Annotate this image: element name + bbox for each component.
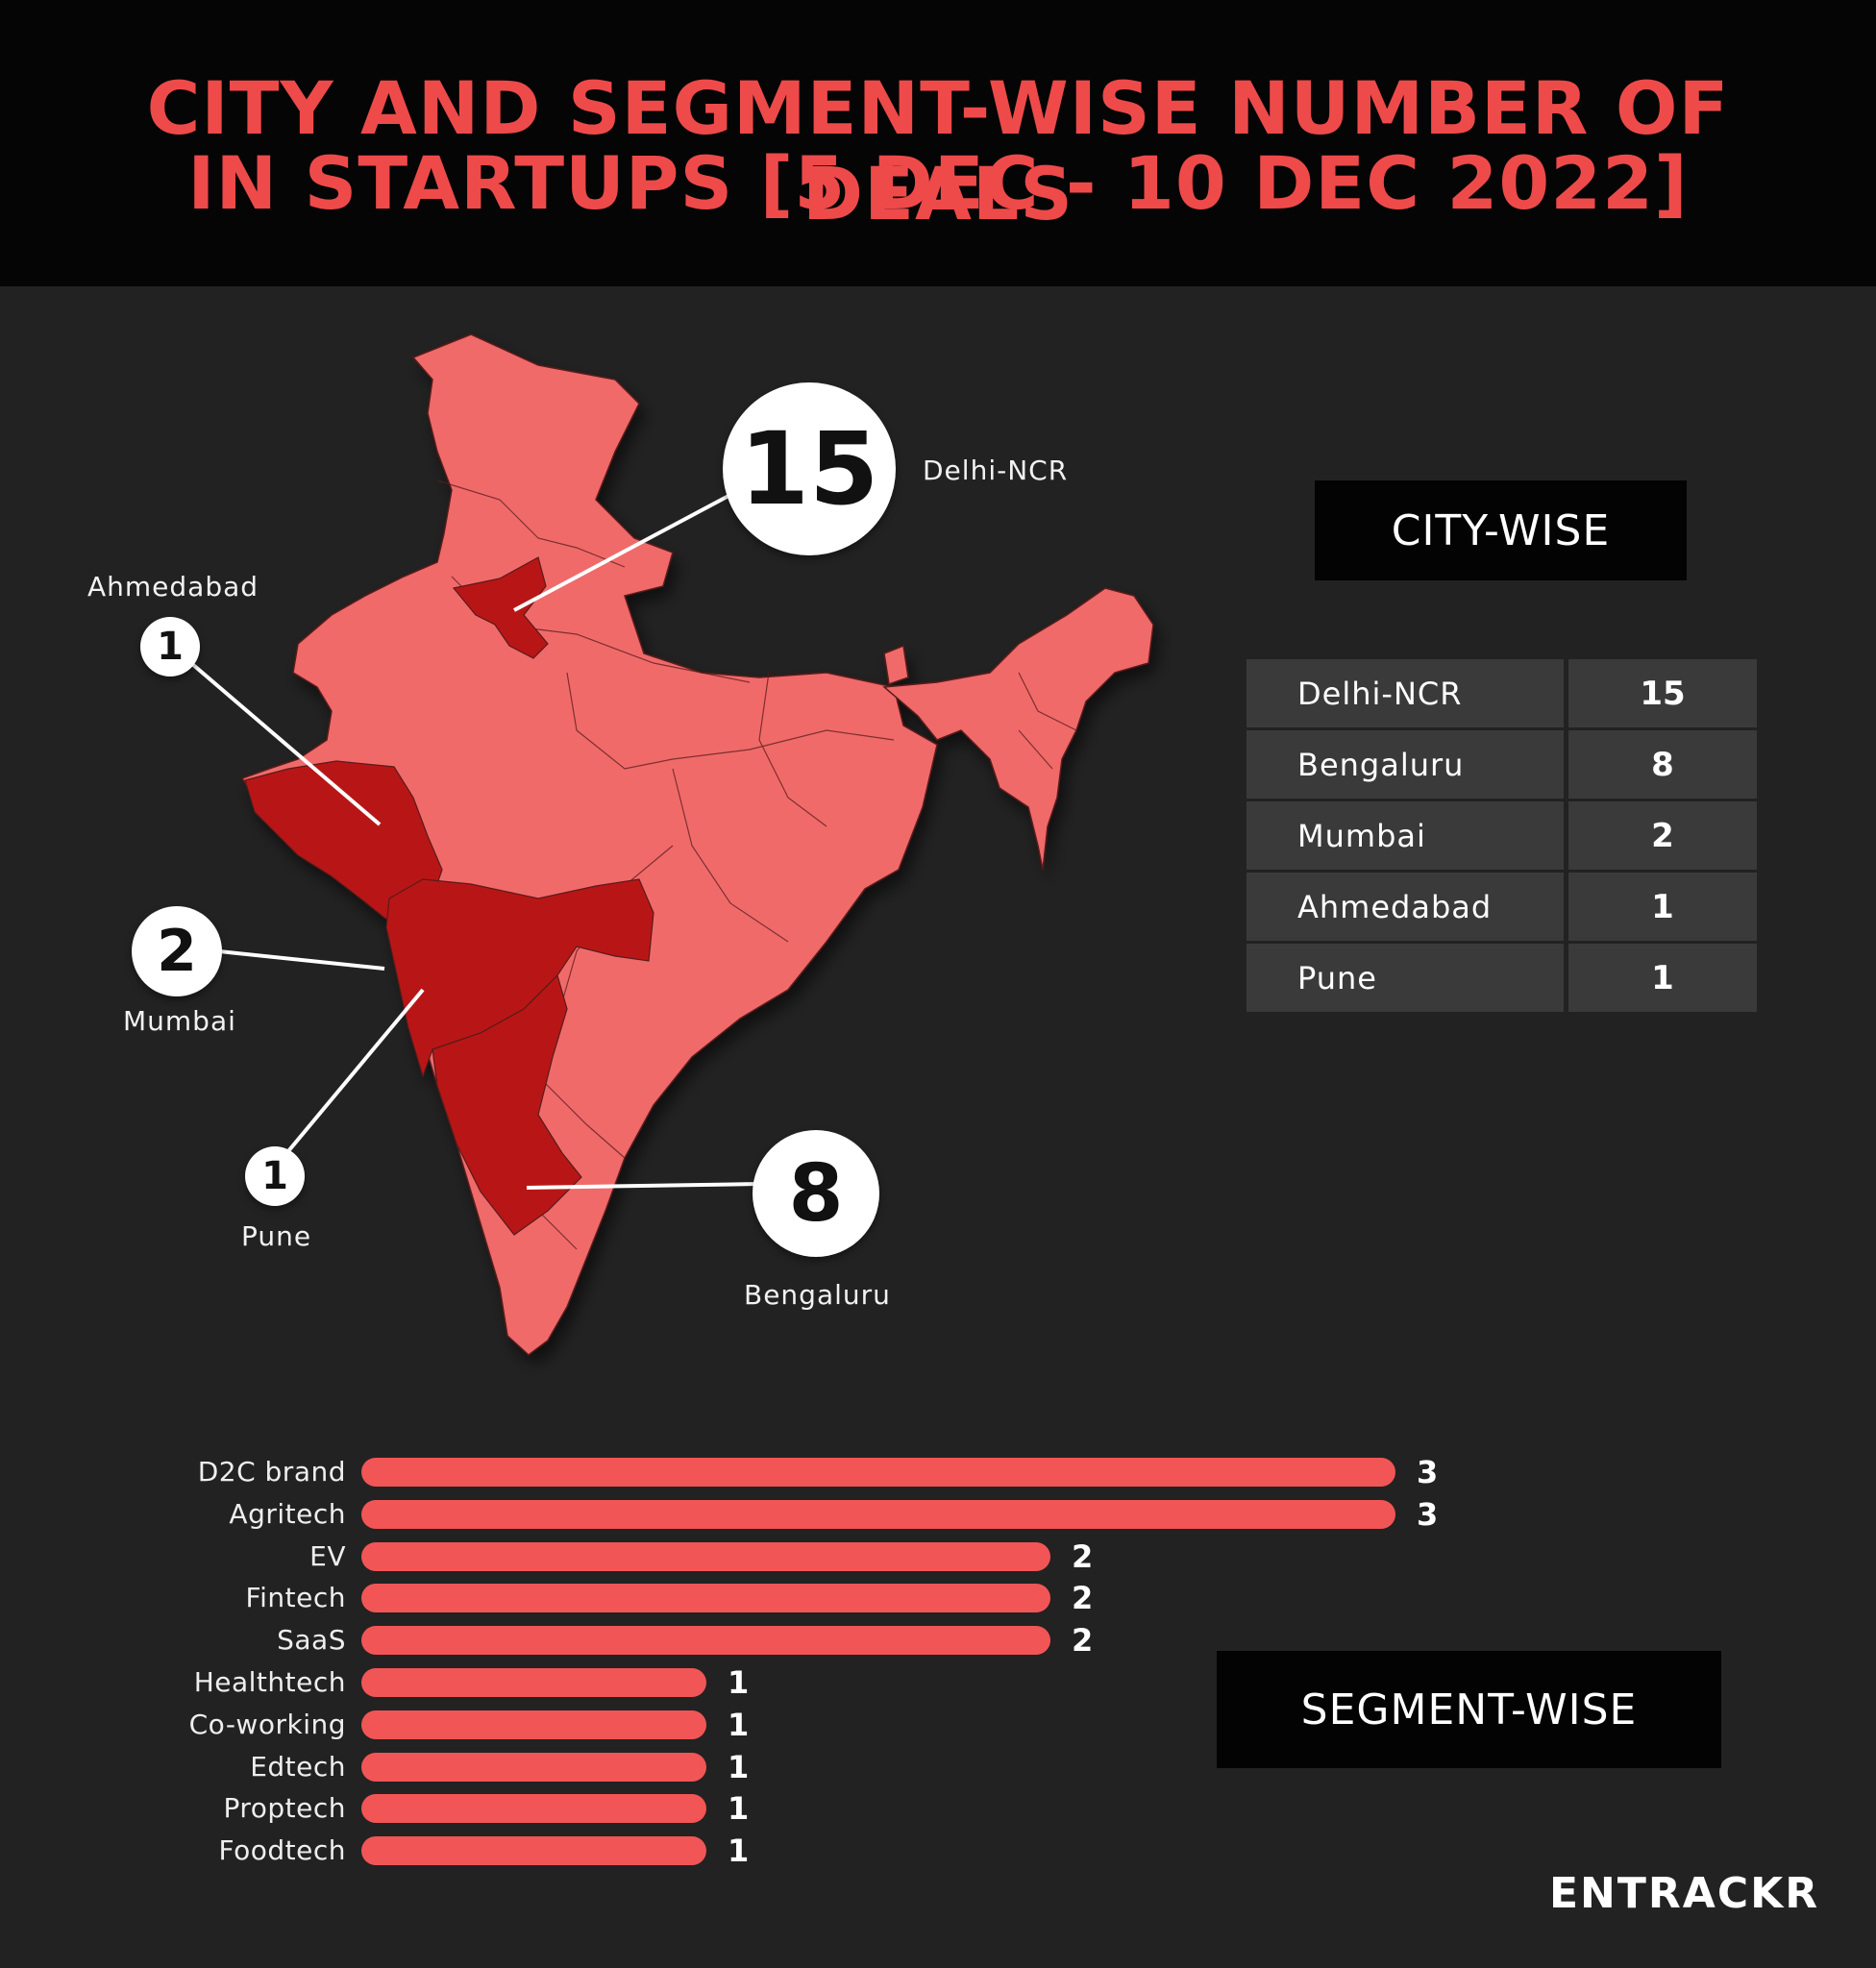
city-count-cell: 1 <box>1568 873 1757 941</box>
callout-bengaluru-value: 8 <box>753 1130 879 1257</box>
segment-bar <box>361 1668 706 1697</box>
segment-label: Co-working <box>188 1708 346 1740</box>
map-region-delhi-ncr <box>452 556 549 659</box>
segment-value-label: 2 <box>1072 1580 1094 1617</box>
segment-value-label: 1 <box>728 1706 750 1743</box>
city-name-cell: Mumbai <box>1247 801 1564 870</box>
segment-label: Fintech <box>245 1582 346 1614</box>
segment-value-label: 1 <box>728 1664 750 1701</box>
segment-label: D2C brand <box>197 1456 346 1488</box>
segment-label: Proptech <box>223 1792 346 1825</box>
segment-label: SaaS <box>277 1624 346 1657</box>
segment-bar <box>361 1626 1050 1656</box>
entrackr-logo: ENTRACKR <box>1549 1869 1820 1918</box>
callout-leader-lines <box>184 493 760 1190</box>
segment-value-label: 3 <box>1417 1495 1439 1533</box>
chart-title-line-1: CITY AND SEGMENT-WISE NUMBER OF DEALS <box>146 65 1730 236</box>
segment-bar <box>361 1541 1050 1571</box>
segment-value-label: 2 <box>1072 1622 1094 1660</box>
segment-wise-heading: SEGMENT-WISE <box>1217 1651 1721 1768</box>
india-map <box>184 333 1154 1356</box>
city-name-cell: Bengaluru <box>1247 730 1564 799</box>
callout-bengaluru-label: Bengaluru <box>744 1279 891 1311</box>
callout-ahmedabad-value: 1 <box>140 617 200 676</box>
segment-label: Agritech <box>229 1497 346 1530</box>
city-count-cell: 8 <box>1568 730 1757 799</box>
city-name-cell: Ahmedabad <box>1247 873 1564 941</box>
segment-label: EV <box>309 1539 346 1572</box>
header-banner: CITY AND SEGMENT-WISE NUMBER OF DEALS IN… <box>0 0 1876 286</box>
callout-pune-label: Pune <box>241 1220 312 1252</box>
callout-mumbai-label: Mumbai <box>123 1005 236 1037</box>
city-wise-heading: CITY-WISE <box>1315 480 1687 580</box>
callout-delhi-ncr-value: 15 <box>723 382 896 555</box>
segment-value-label: 1 <box>728 1790 750 1828</box>
segment-value-label: 3 <box>1417 1454 1439 1490</box>
segment-bar <box>361 1752 706 1782</box>
segment-value-label: 1 <box>728 1833 750 1870</box>
segment-bar <box>361 1584 1050 1613</box>
segment-bar <box>361 1794 706 1824</box>
map-region-karnataka <box>432 973 582 1236</box>
city-count-cell: 2 <box>1568 801 1757 870</box>
city-count-cell: 1 <box>1568 944 1757 1012</box>
callout-mumbai-value: 2 <box>132 906 222 996</box>
map-region-maharashtra <box>385 878 654 1078</box>
map-india-northeast <box>882 587 1154 871</box>
map-india-mainland <box>240 333 938 1356</box>
segment-bar <box>361 1499 1395 1529</box>
segment-bar <box>361 1836 706 1866</box>
city-count-cell: 15 <box>1568 659 1757 727</box>
city-name-cell: Pune <box>1247 944 1564 1012</box>
segment-value-label: 1 <box>728 1748 750 1785</box>
segment-label: Healthtech <box>193 1666 346 1698</box>
callout-delhi-ncr-label: Delhi-NCR <box>923 455 1069 486</box>
chart-title-line-2: IN STARTUPS [5 DEC - 10 DEC 2022] <box>187 140 1689 226</box>
segment-bar <box>361 1458 1395 1487</box>
callout-pune-value: 1 <box>245 1146 305 1206</box>
city-name-cell: Delhi-NCR <box>1247 659 1564 727</box>
callout-ahmedabad-label: Ahmedabad <box>87 571 259 603</box>
segment-value-label: 2 <box>1072 1538 1094 1575</box>
segment-label: Foodtech <box>218 1834 346 1867</box>
segment-label: Edtech <box>250 1750 346 1783</box>
segment-bar <box>361 1710 706 1739</box>
